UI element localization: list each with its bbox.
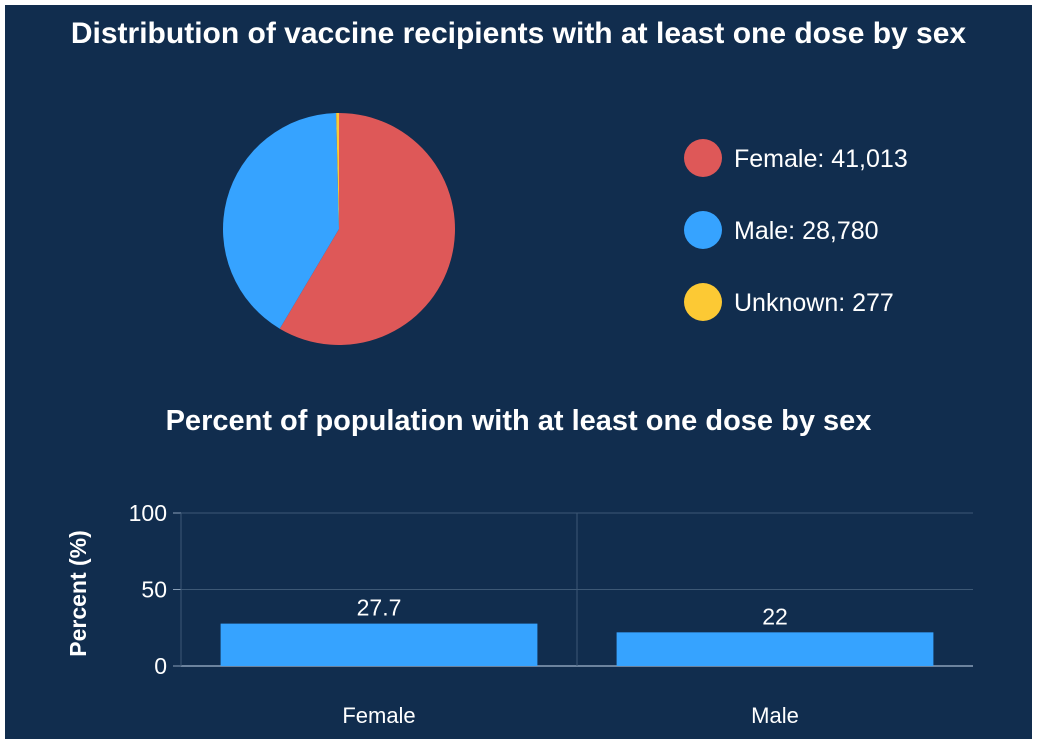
pie-chart-title: Distribution of vaccine recipients with … bbox=[70, 17, 967, 50]
bar-male[interactable] bbox=[616, 632, 934, 666]
legend-item-unknown[interactable]: Unknown: 277 bbox=[684, 283, 894, 321]
pie-slice-female[interactable] bbox=[279, 113, 456, 345]
legend-item-female[interactable]: Female: 41,013 bbox=[684, 139, 908, 177]
y-tick-label-0: 0 bbox=[154, 653, 167, 679]
legend-swatch-female bbox=[684, 139, 722, 177]
bar-chart-title: Percent of population with at least one … bbox=[165, 405, 872, 437]
y-axis-title: Percent (%) bbox=[65, 530, 91, 657]
x-tick-label-female: Female bbox=[342, 703, 415, 728]
pie-slice-male[interactable] bbox=[222, 113, 339, 329]
charts-canvas: Female: 41,013 Male: 28,780 Unknown: 277 0… bbox=[65, 113, 973, 728]
legend-item-male[interactable]: Male: 28,780 bbox=[684, 211, 879, 249]
bar-female[interactable] bbox=[220, 623, 538, 666]
data-label-male: 22 bbox=[762, 603, 788, 629]
legend-label-male: Male: 28,780 bbox=[734, 217, 879, 245]
legend-swatch-male bbox=[684, 211, 722, 249]
pie-slice-unknown[interactable] bbox=[336, 113, 339, 229]
pie-legend: Female: 41,013 Male: 28,780 Unknown: 277 bbox=[684, 139, 908, 321]
bar-chart: 0 50 100 27.7 Female 22 Male Percent (%) bbox=[65, 500, 973, 728]
y-tick-label-50: 50 bbox=[141, 577, 167, 603]
legend-label-unknown: Unknown: 277 bbox=[734, 289, 894, 317]
legend-swatch-unknown bbox=[684, 283, 722, 321]
y-tick-label-100: 100 bbox=[129, 500, 167, 526]
x-tick-label-male: Male bbox=[751, 703, 799, 728]
pie-chart bbox=[222, 113, 456, 345]
legend-label-female: Female: 41,013 bbox=[734, 145, 908, 173]
data-label-female: 27.7 bbox=[357, 595, 402, 621]
dashboard-panel: Distribution of vaccine recipients with … bbox=[5, 5, 1032, 739]
